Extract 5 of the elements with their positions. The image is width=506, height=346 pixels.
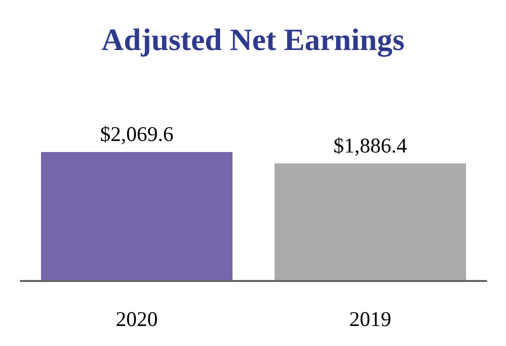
x-tick-label: 2019: [349, 307, 392, 331]
x-tick-label: 2020: [116, 307, 158, 331]
data-label: $1,886.4: [334, 133, 408, 158]
chart-title: Adjusted Net Earnings: [101, 22, 405, 57]
data-label: $2,069.6: [100, 122, 174, 146]
